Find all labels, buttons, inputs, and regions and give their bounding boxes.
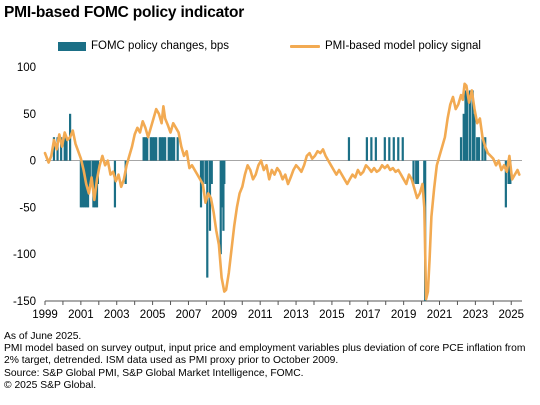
x-tick-label: 2021: [427, 309, 453, 321]
bar: [169, 137, 172, 161]
footer-date: As of June 2025.: [4, 331, 82, 342]
bar: [167, 137, 170, 161]
bar: [153, 137, 156, 161]
bar: [52, 137, 56, 161]
bar: [392, 137, 395, 161]
bar: [473, 113, 476, 161]
x-tick-label: 2007: [176, 309, 202, 321]
footer: As of June 2025. PMI model based on surv…: [4, 331, 536, 392]
y-tick-label: -150: [13, 296, 36, 308]
bar: [507, 160, 510, 184]
bar: [471, 90, 474, 161]
x-tick-label: 2019: [391, 309, 417, 321]
bar: [204, 160, 207, 184]
bar: [210, 160, 213, 184]
bar: [199, 160, 203, 208]
bar: [142, 137, 145, 161]
bar: [160, 137, 163, 161]
bar: [201, 160, 204, 184]
bar: [81, 160, 84, 208]
bar: [401, 137, 404, 161]
bar: [158, 137, 161, 161]
x-tick-label: 2013: [283, 309, 309, 321]
bar: [468, 90, 472, 161]
x-tick-label: 2023: [463, 309, 489, 321]
bar: [86, 160, 90, 208]
bar: [79, 160, 82, 208]
x-tick-label: 2015: [319, 309, 345, 321]
bar: [223, 160, 226, 184]
bar: [504, 160, 507, 208]
bar: [415, 160, 418, 184]
legend-label-pmi: PMI-based model policy signal: [325, 40, 481, 52]
bar: [144, 137, 147, 161]
bar: [162, 137, 165, 161]
footer-copyright: © 2025 S&P Global.: [4, 379, 97, 391]
footer-methodology: PMI model based on survey output, input …: [4, 343, 526, 367]
x-tick-label: 2011: [248, 309, 273, 321]
bar: [464, 90, 467, 161]
bar: [388, 137, 391, 161]
x-tick-label: 1999: [32, 309, 58, 321]
bar: [383, 137, 386, 161]
footer-source: Source: S&P Global PMI, S&P Global Marke…: [4, 367, 304, 379]
x-tick-label: 2025: [498, 309, 524, 321]
bar: [65, 137, 68, 161]
bar: [113, 160, 117, 208]
bar: [370, 137, 373, 161]
x-tick-label: 2001: [68, 309, 94, 321]
y-tick-label: 50: [23, 109, 36, 121]
x-tick-label: 2009: [212, 309, 238, 321]
chart-title: PMI-based FOMC policy indicator: [4, 4, 245, 21]
bar: [176, 137, 179, 161]
bar: [151, 137, 154, 161]
legend-item-pmi: PMI-based model policy signal: [290, 40, 481, 52]
x-tick-label: 2003: [104, 309, 130, 321]
bar: [206, 160, 209, 278]
bar: [476, 137, 479, 161]
bar: [222, 160, 225, 231]
bar: [459, 137, 463, 161]
bar: [397, 137, 400, 161]
legend-swatch-line: [290, 44, 320, 48]
y-tick-label: 100: [17, 62, 36, 74]
bar: [155, 137, 158, 161]
bar: [88, 160, 91, 184]
x-tick-label: 2017: [355, 309, 381, 321]
bar: [173, 137, 176, 161]
bar: [477, 137, 481, 161]
bar: [146, 137, 149, 161]
series-line-pmi: [43, 82, 521, 301]
legend-item-fomc: FOMC policy changes, bps: [58, 40, 229, 52]
y-tick-label: -100: [13, 249, 36, 261]
bar: [219, 160, 222, 255]
bar: [347, 137, 351, 161]
legend-label-fomc: FOMC policy changes, bps: [91, 40, 230, 52]
bar: [365, 137, 368, 161]
bar: [149, 137, 152, 161]
bar: [374, 137, 377, 161]
bar: [466, 90, 469, 161]
bar: [164, 137, 167, 161]
y-tick-label: -50: [19, 202, 36, 214]
bar: [481, 137, 484, 161]
y-tick-label: 0: [30, 156, 36, 168]
bar: [60, 137, 63, 161]
bar: [83, 160, 86, 208]
bar: [412, 160, 415, 184]
bar: [462, 113, 465, 161]
bar: [171, 137, 174, 161]
legend: FOMC policy changes, bps PMI-based model…: [0, 40, 540, 56]
bar: [63, 137, 66, 161]
legend-swatch-bar: [58, 41, 86, 51]
bar: [416, 160, 420, 184]
x-tick-label: 2005: [140, 309, 166, 321]
